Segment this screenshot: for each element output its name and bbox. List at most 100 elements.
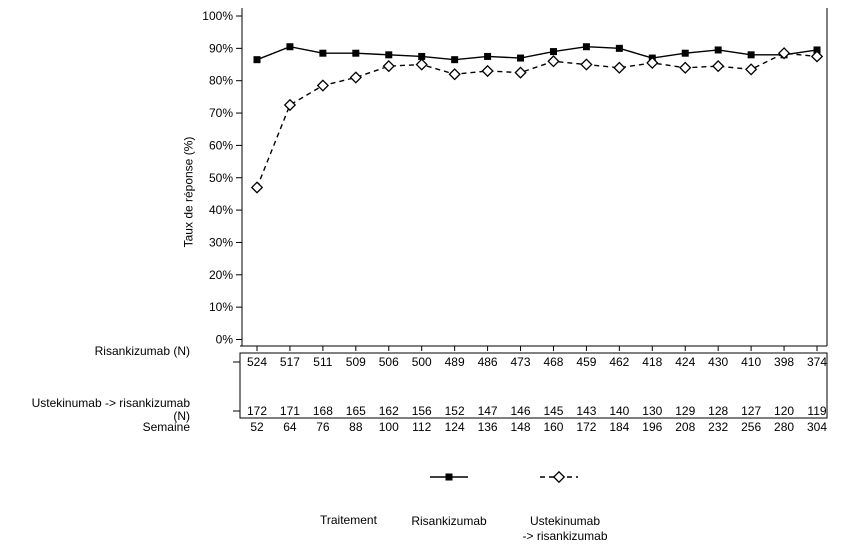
table-cell-week: 136 (478, 420, 498, 434)
series-line-ustekinumab (256, 52, 818, 188)
table-cell-risankizumab-n: 424 (675, 355, 695, 369)
legend-diamond-marker (552, 470, 566, 484)
y-tick-label: 60% (209, 138, 233, 152)
table-cell-week: 172 (576, 420, 596, 434)
marker-diamond-ustekinumab (679, 61, 692, 74)
table-cell-ustekinumab-n: 143 (576, 404, 596, 418)
marker-square-risankizumab (286, 43, 294, 51)
marker-diamond-ustekinumab (250, 181, 264, 194)
marker-square-risankizumab (714, 46, 722, 54)
marker-square-risankizumab (319, 49, 327, 57)
marker-square-risankizumab (484, 52, 492, 60)
table-cell-ustekinumab-n: 147 (478, 404, 498, 418)
table-cell-ustekinumab-n: 168 (313, 404, 333, 418)
table-cell-risankizumab-n: 398 (774, 355, 794, 369)
marker-diamond-ustekinumab (547, 55, 560, 68)
table-cell-ustekinumab-n: 156 (412, 404, 432, 418)
table-cell-ustekinumab-n: 165 (346, 404, 366, 418)
marker-square-risankizumab (517, 54, 525, 62)
y-tick-label: 100% (202, 9, 233, 23)
marker-square-risankizumab (582, 43, 590, 51)
table-cell-risankizumab-n: 509 (346, 355, 366, 369)
table-cell-ustekinumab-n: 146 (511, 404, 531, 418)
table-cell-risankizumab-n: 500 (412, 355, 432, 369)
table-cell-risankizumab-n: 517 (280, 355, 300, 369)
series-line-risankizumab (256, 46, 818, 61)
marker-square-risankizumab (681, 49, 689, 57)
marker-diamond-ustekinumab (349, 71, 362, 84)
marker-square-risankizumab (352, 49, 360, 57)
table-cell-risankizumab-n: 473 (511, 355, 531, 369)
table-cell-risankizumab-n: 506 (379, 355, 399, 369)
legend-label-risankizumab: Risankizumab (411, 514, 487, 528)
marker-square-risankizumab (253, 56, 261, 64)
marker-diamond-ustekinumab (316, 79, 330, 92)
marker-diamond-ustekinumab (481, 64, 494, 78)
table-cell-week: 76 (316, 420, 330, 434)
table-cell-week: 52 (250, 420, 264, 434)
legend-label-ustekinumab-line2: -> risankizumab (522, 529, 608, 543)
marker-diamond-ustekinumab (646, 56, 659, 70)
row-label-ustekinumab-n: Ustekinumab -> risankizumab (N) (0, 397, 190, 423)
table-cell-week: 100 (379, 420, 399, 434)
y-axis-title: Taux de réponse (%) (181, 136, 196, 248)
y-tick-label: 70% (209, 106, 233, 120)
row-label-risankizumab-n: Risankizumab (N) (94, 344, 190, 358)
table-cell-ustekinumab-n: 120 (774, 404, 794, 418)
table-cell-ustekinumab-n: 152 (445, 404, 465, 418)
legend-title: Traitement (320, 513, 377, 527)
marker-diamond-ustekinumab (744, 63, 758, 76)
n-table-box (239, 352, 828, 419)
table-cell-ustekinumab-n: 145 (543, 404, 563, 418)
row-label-ustekinumab-n-line2: (N) (173, 409, 190, 423)
y-tick-label: 50% (209, 171, 233, 185)
table-cell-week: 112 (412, 420, 431, 434)
table-cell-risankizumab-n: 410 (741, 355, 761, 369)
table-cell-week: 232 (708, 420, 728, 434)
marker-diamond-ustekinumab (382, 60, 395, 73)
table-cell-week: 160 (543, 420, 563, 434)
marker-diamond-ustekinumab (415, 58, 428, 71)
marker-square-risankizumab (385, 51, 393, 59)
table-cell-risankizumab-n: 489 (445, 355, 465, 369)
table-cell-week: 88 (349, 420, 363, 434)
legend-label-ustekinumab-line1: Ustekinumab (529, 514, 601, 528)
table-cell-ustekinumab-n: 172 (247, 404, 267, 418)
y-tick-label: 20% (209, 268, 233, 282)
table-cell-risankizumab-n: 524 (247, 355, 267, 369)
legend-square-marker (445, 473, 453, 481)
marker-square-risankizumab (747, 51, 755, 59)
table-cell-week: 196 (642, 420, 662, 434)
table-cell-risankizumab-n: 459 (576, 355, 596, 369)
marker-diamond-ustekinumab (613, 61, 626, 74)
table-cell-risankizumab-n: 418 (642, 355, 662, 369)
marker-diamond-ustekinumab (712, 60, 725, 73)
table-cell-week: 280 (774, 420, 794, 434)
marker-square-risankizumab (451, 56, 459, 64)
marker-diamond-ustekinumab (448, 68, 461, 81)
y-tick-label: 90% (209, 41, 233, 55)
table-cell-week: 124 (445, 420, 465, 434)
marker-diamond-ustekinumab (777, 47, 791, 60)
table-cell-risankizumab-n: 374 (807, 355, 827, 369)
y-axis-title-box: Taux de réponse (%) (180, 12, 196, 372)
table-cell-risankizumab-n: 486 (478, 355, 498, 369)
table-cell-ustekinumab-n: 128 (708, 404, 728, 418)
marker-diamond-ustekinumab (514, 66, 527, 79)
marker-diamond-ustekinumab (810, 50, 824, 63)
table-cell-week: 148 (511, 420, 531, 434)
y-tick-label: 80% (209, 74, 233, 88)
table-cell-risankizumab-n: 462 (609, 355, 629, 369)
row-label-ustekinumab-n-line1: Ustekinumab -> risankizumab (31, 396, 190, 410)
table-cell-week: 184 (609, 420, 629, 434)
marker-diamond-ustekinumab (580, 58, 593, 71)
legend-label-ustekinumab: Ustekinumab -> risankizumab (505, 514, 625, 544)
table-cell-ustekinumab-n: 127 (741, 404, 761, 418)
table-cell-week: 64 (283, 420, 297, 434)
table-cell-ustekinumab-n: 171 (280, 404, 300, 418)
table-cell-week: 304 (807, 420, 827, 434)
y-tick-label: 10% (209, 300, 233, 314)
table-cell-ustekinumab-n: 140 (609, 404, 629, 418)
